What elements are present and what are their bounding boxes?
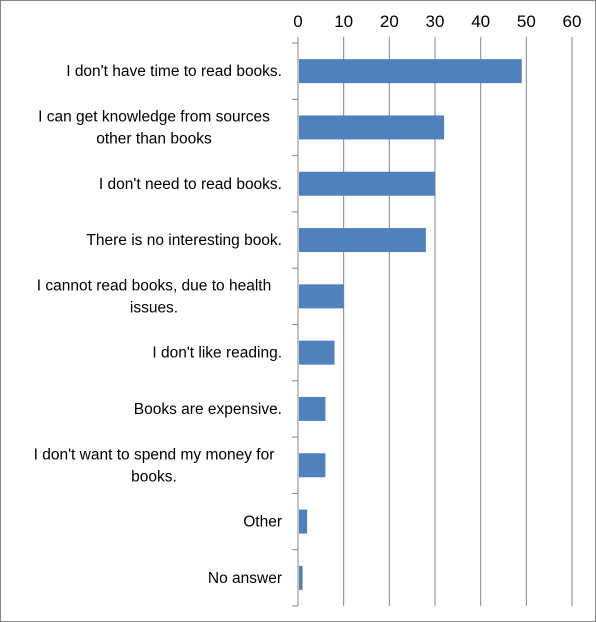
- category-label: I don't want to spend my money for: [34, 446, 275, 463]
- category-label: issues.: [130, 299, 178, 316]
- tick-label: 60: [563, 12, 582, 31]
- category-label: I can get knowledge from sources: [38, 108, 270, 125]
- bar: [299, 171, 435, 196]
- category-label: Other: [243, 514, 282, 531]
- bar: [299, 228, 426, 253]
- bar: [299, 284, 344, 309]
- category-label: I don't need to read books.: [99, 176, 282, 193]
- bar: [299, 453, 326, 478]
- bar: [299, 565, 303, 590]
- category-label: I don't like reading.: [152, 345, 282, 362]
- category-label: I don't have time to read books.: [66, 63, 282, 80]
- bar: [299, 396, 326, 421]
- category-label: No answer: [208, 570, 282, 587]
- tick-label: 10: [334, 12, 353, 31]
- tick-label: 20: [380, 12, 399, 31]
- bar: [299, 340, 335, 365]
- category-label: Books are expensive.: [134, 401, 282, 418]
- bar: [299, 509, 308, 534]
- tick-label: 0: [293, 12, 302, 31]
- bar: [299, 59, 522, 84]
- category-label: There is no interesting book.: [86, 232, 282, 249]
- tick-label: 40: [471, 12, 490, 31]
- category-label: other than books: [96, 130, 212, 147]
- category-label: I cannot read books, due to health: [37, 277, 271, 294]
- tick-label: 30: [426, 12, 445, 31]
- tick-label: 50: [517, 12, 536, 31]
- category-label: books.: [131, 468, 177, 485]
- bar: [299, 115, 445, 140]
